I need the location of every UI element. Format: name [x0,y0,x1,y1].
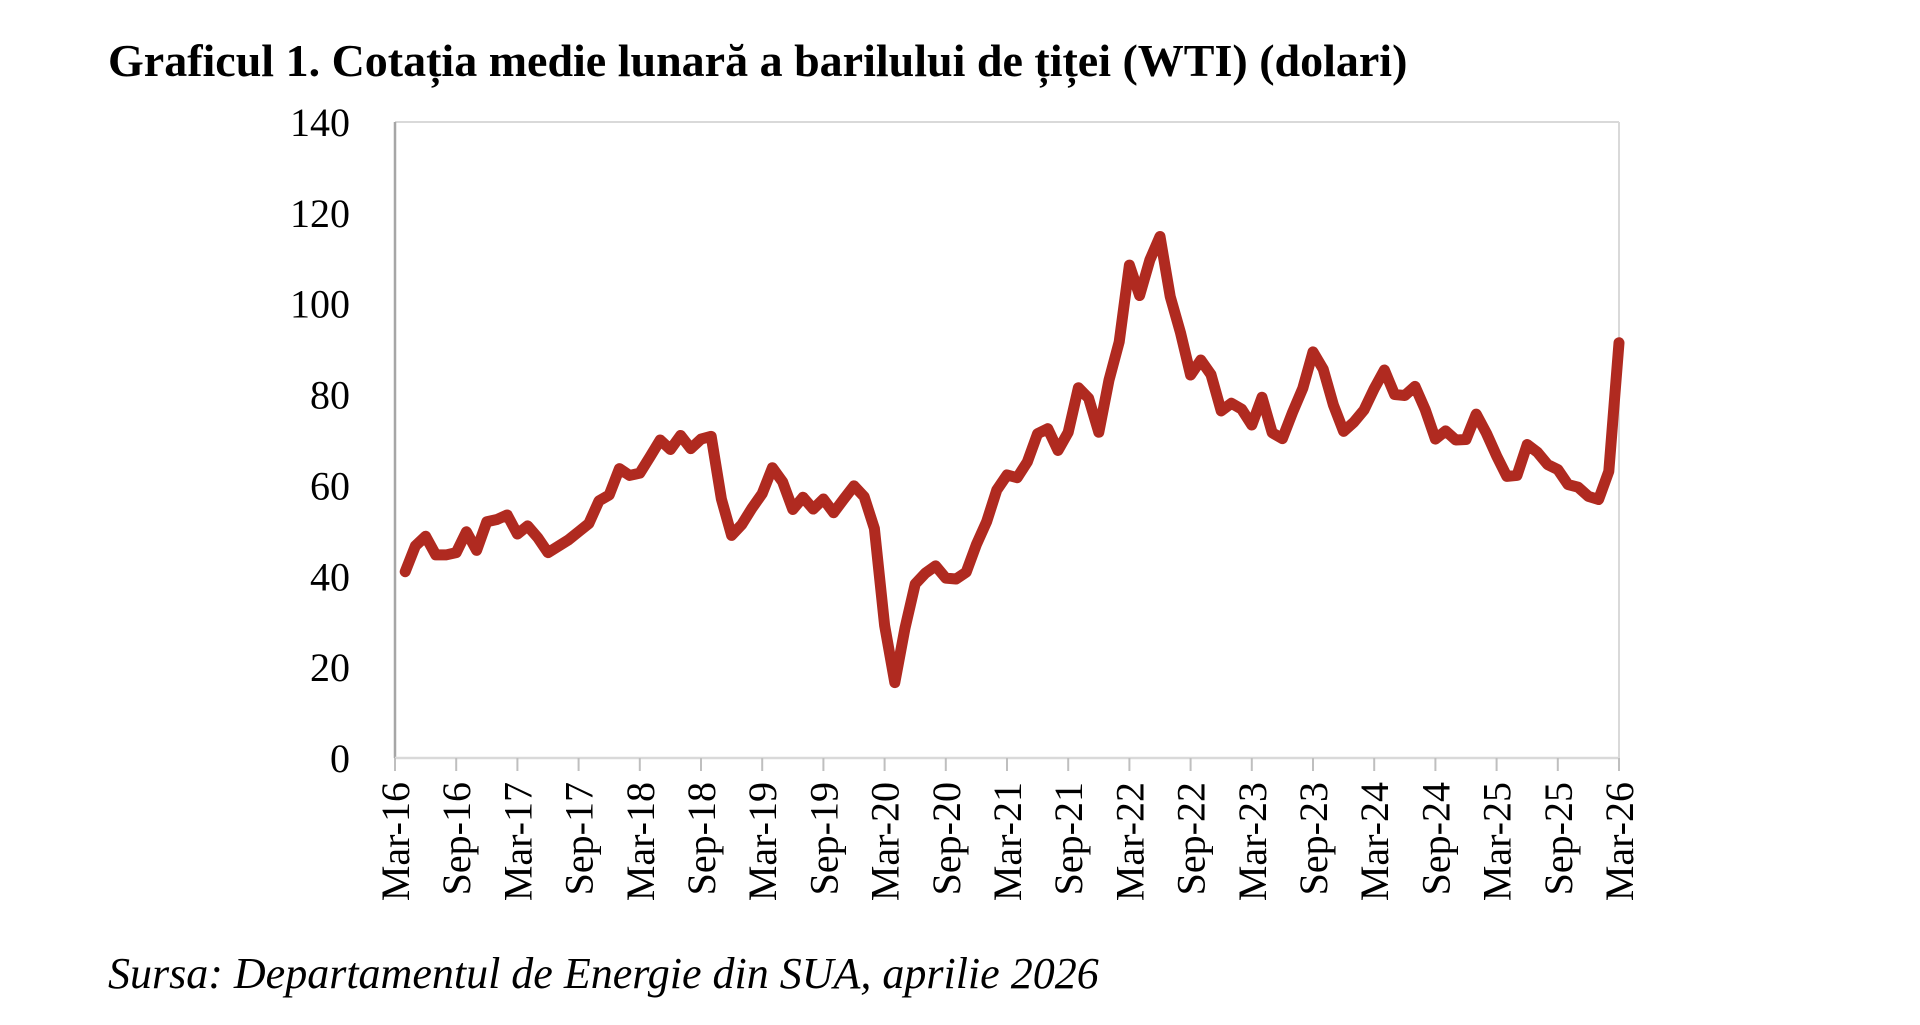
x-axis-tick-label: Mar-18 [618,782,663,901]
x-axis-tick-label: Sep-19 [801,782,846,895]
x-axis-tick-label: Mar-24 [1352,782,1397,901]
y-axis-tick-label: 80 [310,373,350,418]
wti-price-line [399,230,1625,689]
x-axis-tick-label: Sep-16 [434,782,479,895]
y-axis-tick-label: 40 [310,554,350,599]
x-axis-tick-label: Mar-26 [1597,782,1642,901]
y-axis-tick-label: 120 [290,191,350,236]
y-axis-labels: 0 20 40 60 80 100 120 140 [290,100,350,781]
y-axis-tick-label: 0 [330,736,350,781]
source-note: Sursa: Departamentul de Energie din SUA,… [108,949,1099,998]
x-axis-tick-label: Mar-16 [373,782,418,901]
y-axis-tick-label: 20 [310,645,350,690]
x-axis-tick-label: Mar-23 [1230,782,1275,901]
y-axis-tick-label: 60 [310,463,350,508]
x-axis-tick-label: Sep-22 [1169,782,1214,895]
y-axis-tick-label: 140 [290,100,350,145]
y-axis-tick-label: 100 [290,282,350,327]
x-axis-ticks [394,758,1620,771]
x-axis-tick-label: Sep-18 [679,782,724,895]
x-axis-tick-label: Mar-21 [985,782,1030,901]
x-axis-tick-label: Sep-21 [1046,782,1091,895]
x-axis-tick-label: Sep-17 [557,782,602,895]
x-axis-labels: Mar-16 Sep-16 Mar-17 Sep-17 Mar-18 Sep-18 Mar-… [373,782,1642,901]
chart-title: Graficul 1. Cotația medie lunară a baril… [108,35,1408,86]
x-axis-tick-label: Mar-17 [495,782,540,901]
x-axis-tick-label: Mar-22 [1107,782,1152,901]
x-axis-tick-label: Sep-20 [924,782,969,895]
x-axis-tick-label: Mar-25 [1475,782,1520,901]
x-axis-tick-label: Mar-19 [740,782,785,901]
x-axis-tick-label: Sep-23 [1291,782,1336,895]
x-axis-tick-label: Sep-24 [1413,782,1458,895]
x-axis-tick-label: Sep-25 [1536,782,1581,895]
x-axis-tick-label: Mar-20 [863,782,908,901]
